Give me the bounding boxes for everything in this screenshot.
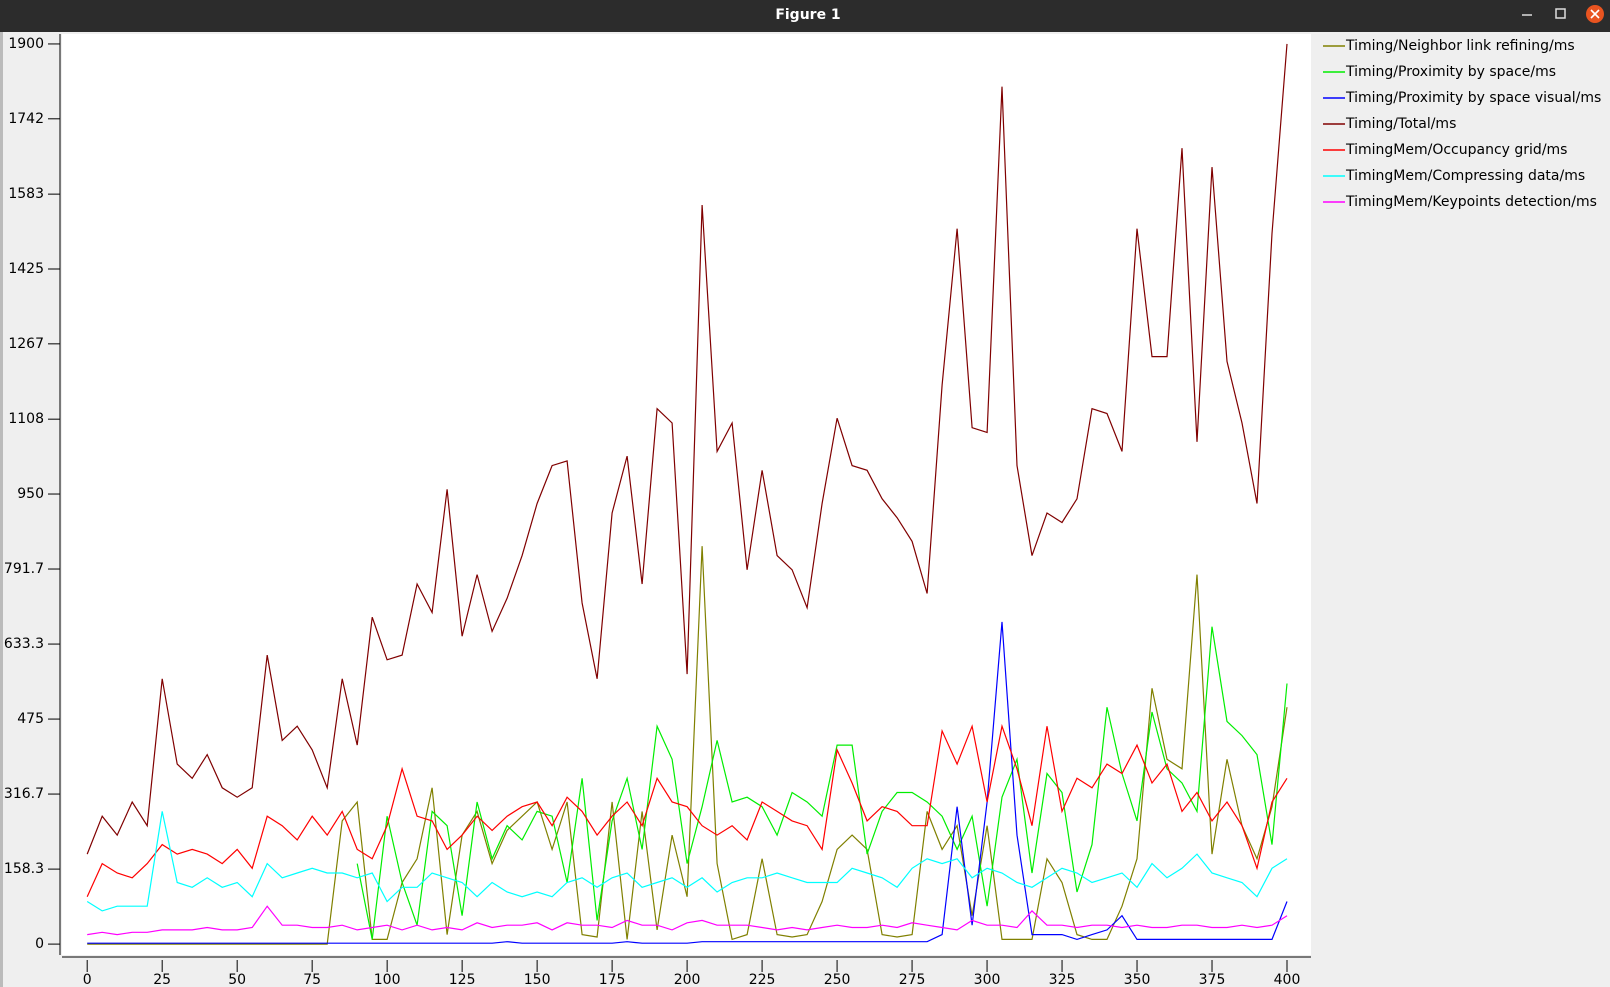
legend: Timing/Neighbor link refining/ms Timing/P… (1323, 38, 1601, 210)
x-tick-label: 100 (374, 972, 401, 987)
x-tick-label: 375 (1199, 972, 1226, 987)
series-line (87, 621, 1288, 944)
series-line (86, 723, 1288, 897)
x-tick-label: 225 (749, 972, 776, 987)
series-line (86, 811, 1288, 912)
legend-label: TimingMem/Occupancy grid/ms (1345, 142, 1567, 158)
x-tick-label: 250 (824, 972, 851, 987)
series-line (87, 546, 1288, 945)
x-tick-label: 175 (599, 972, 626, 987)
legend-label: Timing/Total/ms (1345, 116, 1456, 132)
x-tick-label: 200 (674, 972, 701, 987)
y-tick-label: 1108 (8, 411, 44, 427)
x-tick-label: 400 (1274, 972, 1301, 987)
y-tick-label: 0 (35, 936, 44, 952)
y-tick-label: 633.3 (4, 636, 44, 652)
window-title: Figure 1 (775, 7, 840, 23)
plot-area (62, 34, 1311, 955)
x-tick-label: 300 (974, 972, 1001, 987)
series-line (87, 905, 1288, 936)
series-line (86, 43, 1288, 855)
y-tick-label: 1742 (8, 111, 44, 127)
close-button[interactable] (1586, 5, 1604, 23)
y-tick-label: 1425 (8, 261, 44, 277)
x-tick-label: 75 (303, 972, 321, 987)
x-tick-label: 150 (524, 972, 551, 987)
series-line (356, 626, 1288, 940)
x-tick-label: 275 (899, 972, 926, 987)
y-tick-label: 316.7 (4, 786, 44, 802)
x-tick-label: 25 (153, 972, 171, 987)
y-tick-label: 791.7 (4, 561, 44, 577)
x-tick-label: 350 (1124, 972, 1151, 987)
plot (86, 43, 1288, 945)
legend-label: Timing/Neighbor link refining/ms (1345, 38, 1575, 54)
window-edge (0, 32, 3, 987)
title-bar (0, 0, 1610, 32)
legend-label: TimingMem/Compressing data/ms (1345, 168, 1585, 184)
legend-label: Timing/Proximity by space visual/ms (1345, 90, 1601, 106)
y-tick-label: 158.3 (4, 861, 44, 877)
y-tick-label: 475 (17, 711, 44, 727)
close-icon (1590, 9, 1600, 19)
legend-label: Timing/Proximity by space/ms (1345, 64, 1556, 80)
y-tick-label: 1583 (8, 186, 44, 202)
maximize-button[interactable] (1555, 8, 1566, 19)
x-tick-label: 0 (83, 972, 92, 987)
y-tick-label: 1267 (8, 336, 44, 352)
x-tick-label: 125 (449, 972, 476, 987)
y-tick-label: 1900 (8, 36, 44, 52)
legend-label: TimingMem/Keypoints detection/ms (1345, 194, 1597, 210)
x-tick-label: 325 (1049, 972, 1076, 987)
y-tick-label: 950 (17, 486, 44, 502)
x-tick-label: 50 (228, 972, 246, 987)
